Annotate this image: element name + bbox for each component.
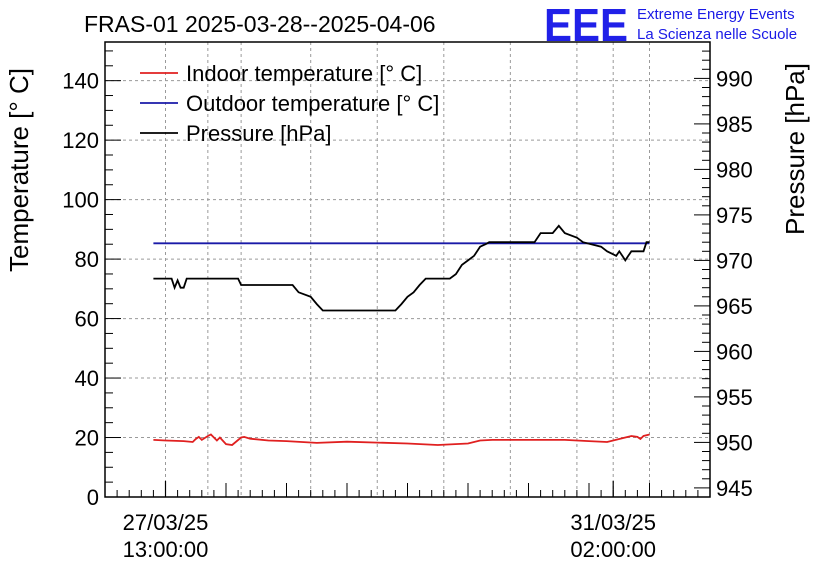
y2-tick-label: 945 <box>716 476 753 501</box>
right-axis: 945 950 955 960 965 970 975 980 985 990 <box>694 41 753 501</box>
series-line-pressure-hpa <box>153 224 650 312</box>
y-tick-label: 40 <box>75 366 99 391</box>
y2-tick-label: 975 <box>716 203 753 228</box>
eee-logo-line2: La Scienza nelle Scuole <box>637 26 797 43</box>
x-tick-label-time: 13:00:00 <box>123 537 209 562</box>
eee-logo: EEE Extreme Energy Events La Scienza nel… <box>544 0 797 51</box>
legend-label: Outdoor temperature [° C] <box>186 91 439 116</box>
y-tick-label: 140 <box>62 69 99 94</box>
x-tick-label-date: 31/03/25 <box>570 510 656 535</box>
x-tick-label-date: 27/03/25 <box>123 510 209 535</box>
legend-label: Pressure [hPa] <box>186 121 332 146</box>
y2-tick-label: 965 <box>716 294 753 319</box>
grid-lines <box>105 42 710 497</box>
chart-title: FRAS-01 2025-03-28--2025-04-06 <box>84 11 436 37</box>
y-tick-label: 80 <box>75 247 99 272</box>
y2-tick-label: 985 <box>716 112 753 137</box>
y-tick-label: 100 <box>62 188 99 213</box>
y2-tick-label: 990 <box>716 66 753 91</box>
y2-tick-label: 970 <box>716 248 753 273</box>
y-tick-label: 60 <box>75 307 99 332</box>
y-axis-title: Temperature [° C] <box>4 68 34 272</box>
y2-tick-label: 950 <box>716 430 753 455</box>
legend-label: Indoor temperature [° C] <box>186 61 422 86</box>
x-tick-label-time: 02:00:00 <box>570 537 656 562</box>
y2-tick-label: 980 <box>716 157 753 182</box>
legend: Indoor temperature [° C] Outdoor temperat… <box>140 61 439 146</box>
series-line-indoor-temperature-c <box>153 433 650 446</box>
eee-logo-line1: Extreme Energy Events <box>637 6 795 23</box>
y-tick-label: 0 <box>87 485 99 510</box>
y-tick-label: 120 <box>62 128 99 153</box>
eee-logo-mark: EEE <box>544 0 628 51</box>
y2-tick-label: 960 <box>716 339 753 364</box>
series-group <box>153 224 650 446</box>
y-tick-label: 20 <box>75 426 99 451</box>
left-axis: 0 20 40 60 80 100 120 140 <box>62 50 121 510</box>
y2-axis-title: Pressure [hPa] <box>780 63 810 235</box>
y2-tick-label: 955 <box>716 385 753 410</box>
